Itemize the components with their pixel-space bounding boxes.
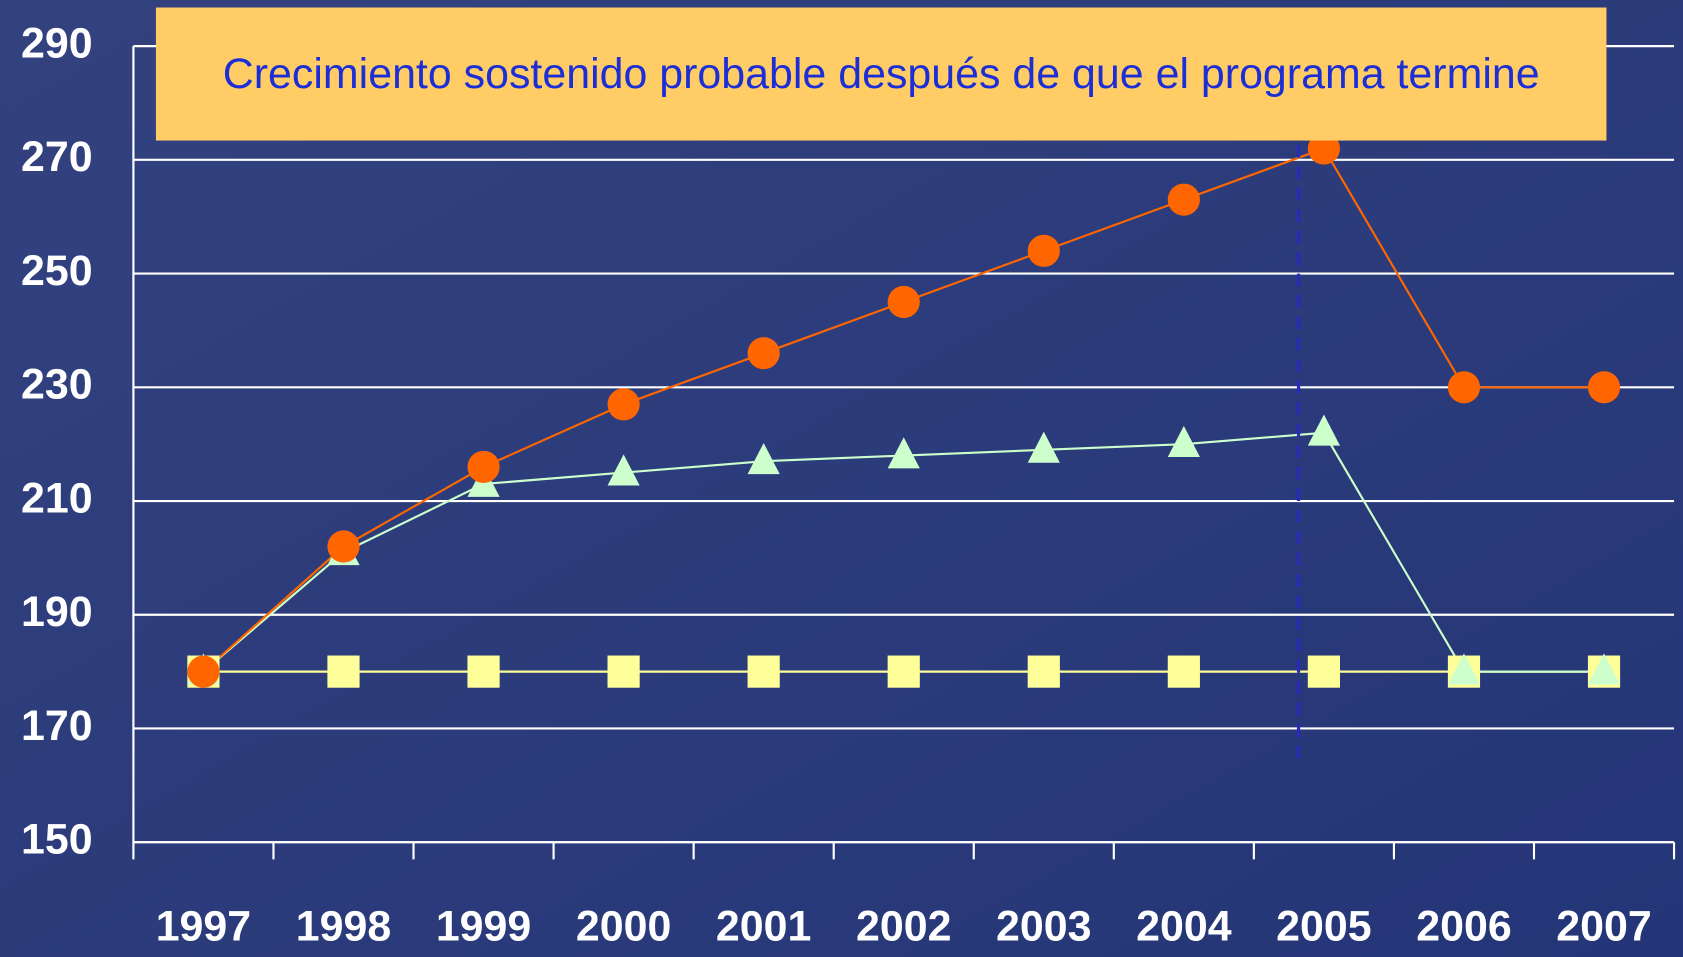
point [1307,655,1340,688]
point [327,655,360,688]
y-tick-label: 170 [21,702,93,750]
point [1447,371,1481,404]
point [1027,431,1060,463]
point [887,437,920,469]
y-tick-label: 150 [21,816,93,864]
x-tick-label: 2006 [1416,902,1511,950]
plot-area: 150 170 190 210 230 250 270 290 1997 1998 1999 2000… [21,19,1676,950]
point [1167,183,1200,216]
x-tick-label: 2007 [1556,902,1651,950]
point [607,388,640,421]
point [747,337,780,370]
x-tick-label: 2002 [856,902,951,950]
point [1027,655,1060,688]
point [1587,371,1621,404]
y-tick-label: 250 [21,247,93,295]
annotation-holder: Crecimiento sostenido probable después d… [222,50,1540,98]
point [1587,653,1621,685]
point [1027,234,1060,267]
annotation-box [155,7,1607,141]
point [467,655,500,688]
x-tick-label: 2005 [1276,902,1371,950]
point [607,454,640,486]
annotation: Crecimiento sostenido probable después d… [222,50,1540,98]
y-tick-label: 270 [21,133,93,181]
point [887,655,920,688]
x-tick-label: 2004 [1136,902,1232,950]
x-tick-label: 2000 [576,902,671,950]
point [1167,425,1200,458]
point [467,450,500,484]
x-tick-label: 1998 [296,902,391,950]
point [1167,655,1200,688]
point [187,655,220,688]
point [747,442,780,475]
y-tick-label: 290 [21,19,93,67]
x-tick-label: 2001 [716,902,811,950]
point [327,530,360,563]
y-tick-label: 190 [21,588,93,636]
point [1447,653,1481,685]
point [607,655,640,688]
y-tick-label: 210 [21,474,93,522]
x-tick-label: 1997 [156,902,251,950]
x-tick-label: 2003 [996,902,1091,950]
point [887,285,920,319]
point [1307,414,1340,446]
x-tick-label: 1999 [436,902,531,950]
y-tick-label: 230 [21,361,93,409]
point [747,655,780,688]
